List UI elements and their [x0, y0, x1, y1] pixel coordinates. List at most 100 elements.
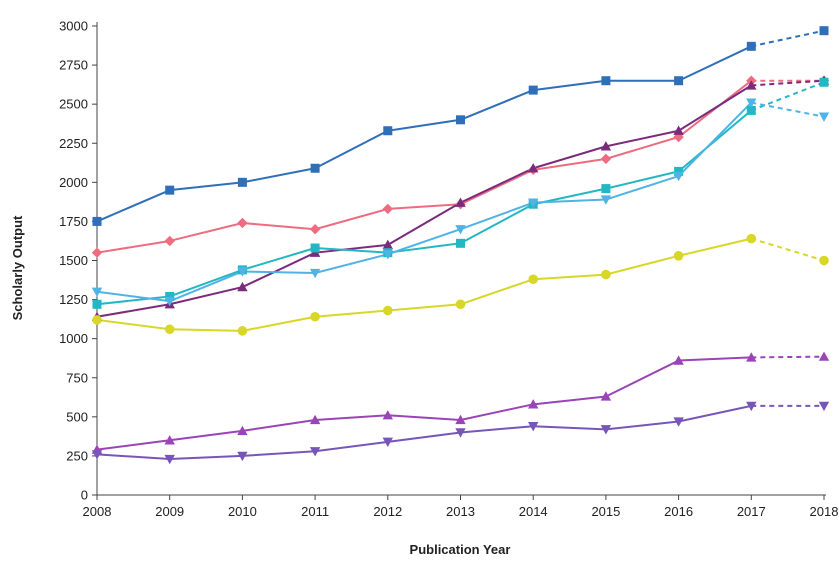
series-1-point [528, 85, 538, 95]
series-3-projection-line [751, 79, 825, 87]
y-tick-label: 1000 [59, 331, 88, 346]
series-8-point [528, 422, 539, 432]
x-axis-title: Publication Year [410, 542, 511, 557]
series-1-line [96, 45, 752, 223]
series-8-point [600, 425, 612, 435]
series-5-point [382, 250, 393, 260]
series-4-point [456, 238, 465, 248]
x-tick-label: 2015 [591, 504, 620, 519]
series-markers [91, 26, 830, 465]
x-ticks: 2008 2009 2010 2011 2012 2013 2014 2015 2016 2017… [83, 495, 839, 519]
x-tick-label: 2012 [373, 504, 402, 519]
series-5-point [600, 195, 612, 205]
series-5-point [528, 198, 539, 208]
series-8-point [746, 401, 757, 412]
series-8-point [455, 428, 466, 438]
series-2-point [382, 203, 393, 215]
y-tick-label: 2750 [59, 58, 88, 73]
y-tick-label: 1500 [59, 253, 88, 268]
series-5-point [164, 296, 175, 307]
series-4-point [310, 243, 320, 253]
series-6-projection-line [751, 237, 825, 262]
series-3-point [455, 197, 466, 207]
series-8-line [96, 404, 752, 461]
y-tick-label: 2500 [59, 97, 88, 112]
y-tick-label: 1750 [59, 214, 88, 229]
series-3-point [237, 281, 248, 292]
series-5-point [237, 267, 248, 277]
series-2-point [91, 247, 103, 258]
series-7-point [455, 414, 466, 425]
series-7-point [600, 391, 612, 401]
series-4-point [819, 77, 829, 87]
series-5-point [309, 268, 321, 279]
series-8-point [309, 447, 321, 457]
series-5-point [455, 225, 466, 235]
series-7-point [673, 355, 684, 365]
series-2-point [164, 235, 175, 247]
series-6-point [92, 315, 102, 325]
series-3-point [528, 163, 539, 173]
y-tick-label: 250 [66, 448, 88, 463]
series-6-point [601, 269, 611, 280]
series-4-point [746, 105, 756, 115]
series-8-point [91, 450, 103, 460]
series-7-line [96, 356, 752, 451]
series-1-point [165, 185, 175, 195]
series-7-point [746, 352, 757, 362]
y-tick-label: 750 [66, 370, 88, 385]
series-1-point [746, 41, 756, 51]
x-tick-label: 2009 [155, 504, 184, 519]
series-7-point [528, 399, 539, 409]
series-7-point [382, 410, 393, 420]
y-tick-label: 2000 [59, 175, 88, 190]
series-1-point [383, 126, 393, 136]
series-7-point [164, 435, 175, 445]
series-7-point [309, 414, 321, 425]
series-7-projection-line [751, 355, 825, 359]
series-4-point [165, 291, 175, 301]
series-1-point [310, 163, 320, 173]
series-8-point [382, 437, 393, 448]
y-tick-label: 3000 [59, 19, 88, 34]
y-tick-label: 0 [81, 488, 88, 503]
series-8-point [673, 417, 684, 427]
series-1-point [456, 115, 465, 125]
series-5-point [746, 98, 757, 108]
series-8-point [818, 401, 830, 412]
series-6-point [164, 324, 175, 335]
series-7-point [237, 425, 248, 436]
x-tick-label: 2014 [519, 504, 548, 519]
series-3-point [600, 141, 612, 151]
series-1-point [92, 216, 102, 226]
y-axis-title: Scholarly Output [10, 215, 25, 320]
series-4-point [601, 184, 611, 194]
series-3-line [96, 84, 752, 318]
axes [96, 22, 826, 496]
series-7-point [818, 351, 830, 361]
series-1-point [819, 26, 829, 36]
series-6-point [673, 251, 684, 261]
series-6-line [96, 237, 752, 332]
series-6-point [528, 274, 538, 285]
series-1-projection-line [751, 29, 825, 48]
series-2-point [600, 153, 612, 165]
x-tick-label: 2018 [810, 504, 839, 519]
y-tick-label: 500 [66, 409, 88, 424]
y-tick-label: 1250 [59, 292, 88, 307]
series-5-line [96, 101, 753, 303]
series-5-point [91, 287, 103, 297]
series-8-point [237, 451, 248, 462]
x-tick-label: 2011 [301, 504, 329, 519]
series-6-point [746, 233, 757, 244]
series-4-projection-line [750, 81, 825, 112]
series-3-point [673, 125, 684, 135]
x-tick-label: 2013 [446, 504, 475, 519]
y-ticks: 0 250 500 750 1000 1250 1500 1750 2000 2250 2500 27… [59, 19, 97, 503]
series-1-point [237, 177, 247, 187]
series-6-point [819, 255, 829, 266]
series-2-point [237, 217, 248, 229]
series-4-point [92, 299, 102, 309]
series-5-point [673, 171, 684, 182]
